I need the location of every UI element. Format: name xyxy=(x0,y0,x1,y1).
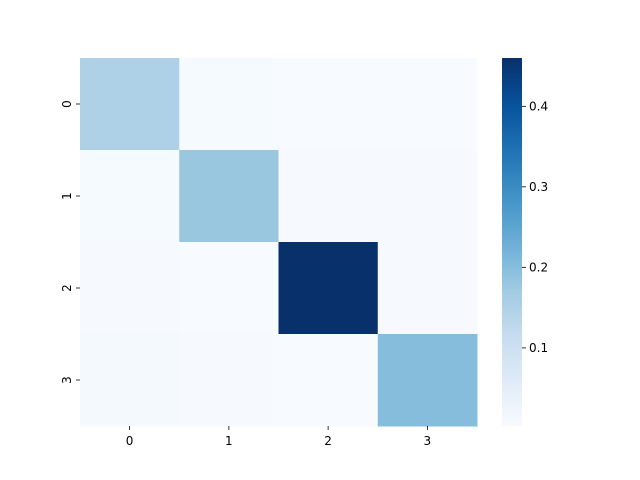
colorbar xyxy=(502,58,522,426)
heatmap-cell-r0-c1 xyxy=(179,58,279,151)
y-axis: 0 1 2 3 xyxy=(60,100,80,384)
colorbar-tick-label: 0.4 xyxy=(529,99,548,113)
colorbar-tick-label: 0.3 xyxy=(529,180,548,194)
x-axis: 0 1 2 3 xyxy=(126,426,431,448)
heatmap-cell-r3-c0 xyxy=(80,334,180,427)
heatmap-cell-r2-c3 xyxy=(377,242,478,335)
heatmap-cell-r3-c3 xyxy=(377,334,478,427)
colorbar-tick-label: 0.1 xyxy=(529,341,548,355)
heatmap-cell-r2-c1 xyxy=(179,242,279,335)
x-tick-label: 2 xyxy=(324,434,332,448)
heatmap-cell-r1-c1 xyxy=(179,150,279,243)
y-tick-label: 0 xyxy=(60,100,74,108)
y-tick-label: 2 xyxy=(60,284,74,292)
heatmap-cell-r2-c2 xyxy=(278,242,379,335)
y-tick-label: 3 xyxy=(60,376,74,384)
heatmap-cell-r1-c0 xyxy=(80,150,180,243)
y-tick-label: 1 xyxy=(60,192,74,200)
colorbar-gradient xyxy=(502,58,522,426)
heatmap-cell-r0-c2 xyxy=(278,58,379,151)
colorbar-tick-label: 0.2 xyxy=(529,260,548,274)
heatmap-cell-r0-c3 xyxy=(377,58,478,151)
x-tick-label: 0 xyxy=(126,434,134,448)
colorbar-ticks: 0.1 0.2 0.3 0.4 xyxy=(522,99,548,355)
heatmap-cells xyxy=(80,58,478,427)
heatmap-cell-r3-c2 xyxy=(278,334,379,427)
heatmap-cell-r0-c0 xyxy=(80,58,180,151)
heatmap-cell-r1-c2 xyxy=(278,150,379,243)
heatmap-cell-r1-c3 xyxy=(377,150,478,243)
x-tick-label: 3 xyxy=(424,434,432,448)
heatmap-cell-r3-c1 xyxy=(179,334,279,427)
heatmap-cell-r2-c0 xyxy=(80,242,180,335)
x-tick-label: 1 xyxy=(225,434,233,448)
